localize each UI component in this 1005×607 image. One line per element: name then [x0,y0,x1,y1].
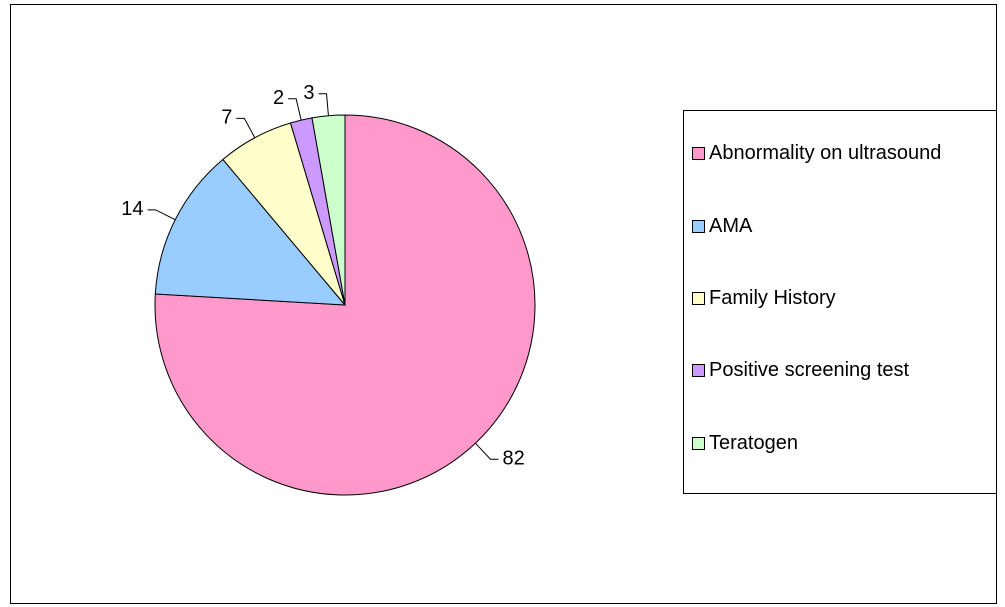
legend-entry: Abnormality on ultrasound [692,138,992,168]
leader-line [236,117,256,138]
data-label: 82 [502,447,524,469]
legend-swatch [692,364,705,378]
leader-line [147,209,176,221]
leader-line [318,93,329,116]
legend-label: AMA [709,214,753,237]
legend-label: Family History [709,286,836,309]
data-label: 14 [121,198,143,220]
pie-slice [311,114,346,306]
legend-label: Abnormality on ultrasound [709,142,942,165]
legend-entry: Family History [692,283,992,313]
leader-line [475,442,499,460]
legend-entry: AMA [692,211,992,241]
legend: Abnormality on ultrasound AMA Family Histo… [683,110,997,494]
legend-swatch [692,436,705,450]
pie-slice [154,114,536,496]
legend-label: Positive screening test [709,359,910,382]
data-label: 3 [303,82,314,104]
legend-swatch [692,291,705,305]
legend-label: Teratogen [709,431,798,454]
leader-line [288,98,302,121]
legend-swatch [692,147,705,161]
data-label: 2 [273,87,284,109]
legend-entry: Positive screening test [692,355,992,385]
legend-swatch [692,219,705,233]
legend-entry: Teratogen [692,428,992,458]
data-label: 7 [221,107,232,129]
